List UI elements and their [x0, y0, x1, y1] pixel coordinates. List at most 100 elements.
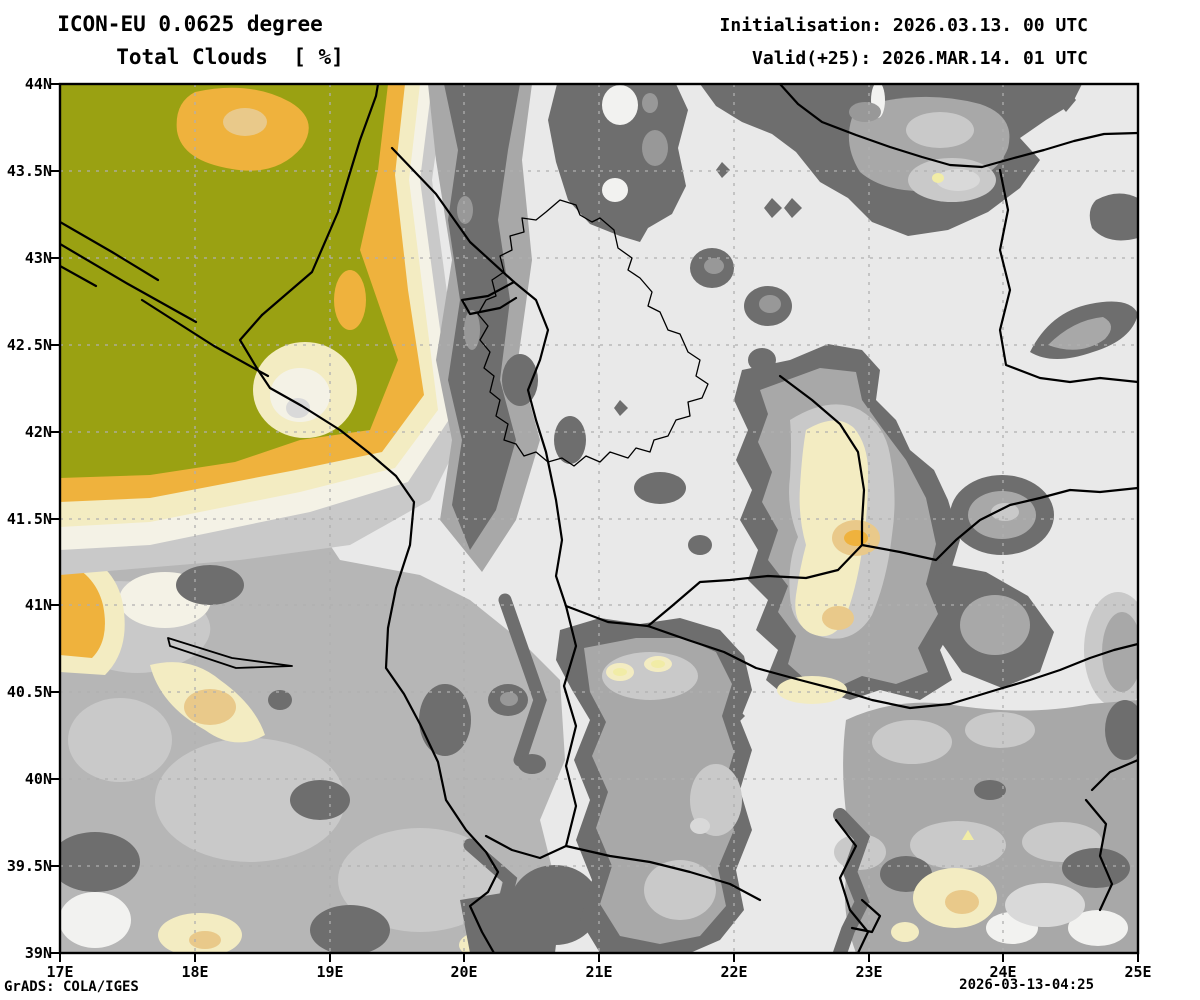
- border-line: [512, 280, 568, 608]
- x-axis-labels: 17E 18E 19E 20E 21E 22E 23E 24E 25E: [46, 963, 1151, 981]
- yellow-dot: [613, 668, 627, 676]
- tan-core: [184, 689, 236, 725]
- edge-medium-band: [1102, 612, 1138, 692]
- island-loop: [167, 637, 293, 669]
- island-line: [140, 298, 270, 378]
- small-diamond: [614, 400, 628, 416]
- coastline: [1084, 798, 1114, 912]
- model-title: ICON-EU 0.0625 degree: [57, 12, 323, 36]
- border-line: [564, 844, 762, 902]
- orange-wisp: [334, 270, 366, 330]
- south-mass-light: [690, 764, 742, 836]
- grads-credit: GrADS: COLA/IGES: [4, 979, 139, 995]
- dark-cloud-blob: [1062, 848, 1130, 888]
- border-line: [860, 486, 1138, 562]
- small-dark-blob: [554, 416, 586, 464]
- coastline-border-layer: [60, 84, 1138, 953]
- north-dark-mass: [548, 84, 688, 242]
- x-tick-label: 17E: [46, 963, 73, 981]
- cloud-shading-layer: [60, 84, 1138, 953]
- inner-lighter: [936, 169, 980, 191]
- dark-cloud-blob: [1105, 700, 1138, 760]
- small-blob-core: [500, 692, 518, 706]
- small-diamond: [730, 708, 745, 724]
- cream-tail: [777, 676, 847, 704]
- kotor-pocket-white: [270, 368, 330, 422]
- light-patch: [338, 828, 502, 932]
- southeast-medium: [960, 595, 1030, 655]
- east-arm-light: [991, 503, 1019, 521]
- island-line: [60, 264, 98, 288]
- lighter-patch: [1005, 883, 1085, 927]
- x-tick-label: 25E: [1124, 963, 1151, 981]
- x-tick-label: 23E: [855, 963, 882, 981]
- tan-spot: [822, 606, 854, 630]
- island-line: [60, 220, 160, 282]
- small-diamond: [764, 198, 782, 218]
- small-dark-blob: [634, 472, 686, 504]
- light-patch: [910, 821, 1006, 869]
- map-frame: [58, 82, 1140, 955]
- yellow-dot: [651, 660, 665, 668]
- initialisation-label: Initialisation: 2026.03.13. 00 UTC: [720, 15, 1088, 36]
- y-tick-label: 44N: [25, 75, 52, 93]
- small-dark-blob: [688, 535, 712, 555]
- dark-cloud-blob: [176, 565, 244, 605]
- y-tick-label: 41.5N: [7, 510, 52, 528]
- yellow-dot: [932, 173, 944, 183]
- map-header: ICON-EU 0.0625 degree Total Clouds [ %] …: [57, 12, 1088, 69]
- small-diamond: [784, 198, 802, 218]
- inner-patch: [642, 130, 668, 166]
- coastline: [1090, 758, 1138, 792]
- light-patch: [155, 738, 345, 862]
- crescent-core: [1048, 317, 1112, 350]
- x-tick-label: 19E: [316, 963, 343, 981]
- east-mass-cream: [795, 420, 869, 637]
- x-tick-label: 18E: [181, 963, 208, 981]
- border-line: [564, 604, 1138, 710]
- axis-ticks: [51, 83, 1139, 962]
- bright-patch: [1068, 910, 1128, 946]
- dark-cloud-blob: [419, 684, 471, 756]
- edge-dark-blob: [1089, 193, 1138, 241]
- clear-hole: [602, 178, 628, 202]
- x-tick-label: 22E: [720, 963, 747, 981]
- orange-streak: [60, 560, 105, 658]
- y-tick-label: 42.5N: [7, 336, 52, 354]
- island-line: [60, 242, 198, 324]
- dark-rim: [498, 593, 547, 767]
- field-title: Total Clouds [ %]: [116, 45, 344, 69]
- small-diamond: [716, 162, 730, 178]
- dark-cloud-blob: [60, 832, 140, 892]
- small-blob-core: [704, 258, 724, 274]
- kotor-bay-line: [460, 280, 518, 316]
- border-line: [646, 374, 866, 628]
- tan-core: [945, 890, 979, 914]
- y-tick-label: 40.5N: [7, 683, 52, 701]
- small-dark-blob: [518, 754, 546, 774]
- y-tick-label: 43N: [25, 249, 52, 267]
- border-line: [484, 604, 578, 860]
- small-diamond: [1056, 88, 1076, 112]
- light-patch: [68, 698, 172, 782]
- adriatic-coastline: [238, 313, 500, 953]
- band-inner-patch: [457, 196, 473, 224]
- generation-timestamp: 2026-03-13-04:25: [959, 977, 1094, 993]
- clear-hole: [602, 85, 638, 125]
- border-line: [778, 84, 1138, 169]
- y-tick-label: 39N: [25, 944, 52, 962]
- kosovo-outline: [477, 199, 709, 467]
- dark-cloud-blob: [310, 905, 390, 953]
- y-axis-labels: 44N 43.5N 43N 42.5N 42N 41.5N 41N 40.5N …: [7, 75, 52, 962]
- map-footer: GrADS: COLA/IGES 2026-03-13-04:25: [4, 977, 1094, 995]
- dark-cloud-blob: [290, 780, 350, 820]
- tan-core: [189, 931, 221, 949]
- light-patch: [965, 712, 1035, 748]
- yellow-dot: [962, 830, 974, 840]
- y-tick-label: 41N: [25, 596, 52, 614]
- border-line: [998, 168, 1138, 384]
- x-tick-label: 21E: [585, 963, 612, 981]
- border-line: [390, 146, 516, 284]
